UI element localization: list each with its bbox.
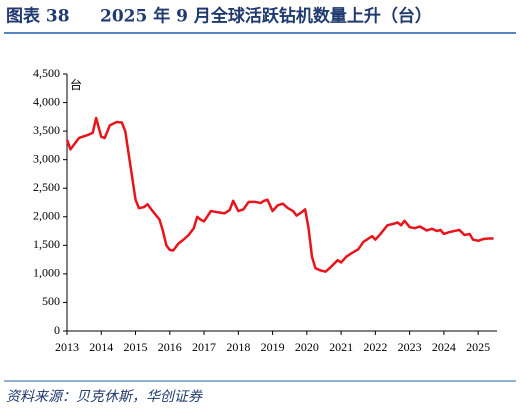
series-line [65, 116, 494, 273]
x-tick-label: 2021 [329, 340, 353, 354]
x-tick-label: 2015 [124, 340, 148, 354]
y-tick-label: 2,500 [33, 180, 60, 194]
x-tick-label: 2019 [261, 340, 285, 354]
source: 资料来源：贝克休斯，华创证券 [6, 389, 203, 405]
x-tick-label: 2017 [192, 340, 216, 354]
y-tick-label: 4,000 [33, 94, 60, 108]
chart-title: 2025 年 9 月全球活跃钻机数量上升（台） [100, 6, 432, 27]
figure-label: 图表 38 [6, 6, 70, 27]
y-unit: 台 [70, 77, 82, 92]
y-tick-label: 1,500 [33, 237, 60, 251]
y-tick-label: 4,500 [33, 66, 60, 80]
x-tick-label: 2025 [466, 340, 490, 354]
x-tick-label: 2016 [158, 340, 182, 354]
y-tick-label: 2,000 [33, 209, 60, 223]
x-tick-label: 2013 [55, 340, 79, 354]
y-tick-label: 0 [54, 323, 60, 337]
y-tick-label: 3,500 [33, 123, 60, 137]
x-tick-label: 2014 [89, 340, 113, 354]
x-tick-label: 2020 [295, 340, 319, 354]
y-tick-label: 500 [42, 294, 60, 308]
x-tick-label: 2023 [398, 340, 422, 354]
x-tick-label: 2022 [363, 340, 387, 354]
x-tick-label: 2024 [432, 340, 456, 354]
y-tick-label: 1,000 [33, 266, 60, 280]
y-tick-label: 3,000 [33, 151, 60, 165]
x-tick-label: 2018 [226, 340, 250, 354]
